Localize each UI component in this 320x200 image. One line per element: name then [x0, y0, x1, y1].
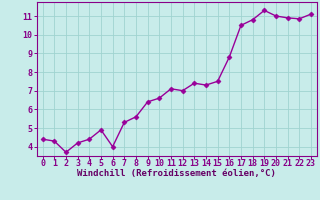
X-axis label: Windchill (Refroidissement éolien,°C): Windchill (Refroidissement éolien,°C)	[77, 169, 276, 178]
